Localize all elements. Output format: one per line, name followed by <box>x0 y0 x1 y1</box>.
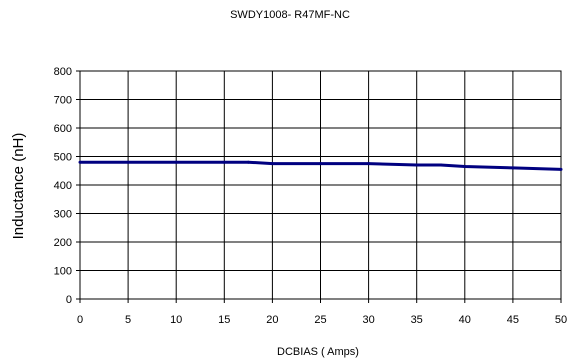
y-axis-ticks: 0 100 200 300 400 500 600 700 800 <box>54 66 80 306</box>
data-point <box>247 161 250 164</box>
y-tick-label: 100 <box>54 266 72 278</box>
x-tick-label: 45 <box>507 314 519 326</box>
data-point <box>415 164 418 167</box>
x-tick-label: 20 <box>266 314 278 326</box>
y-tick-label: 700 <box>54 95 72 107</box>
x-axis-ticks: 0 5 10 15 20 25 30 35 40 45 50 <box>77 299 567 326</box>
y-tick-label: 200 <box>54 237 72 249</box>
x-axis-label: DCBIAS ( Amps) <box>277 346 359 358</box>
x-tick-label: 0 <box>77 314 83 326</box>
data-point <box>271 162 274 165</box>
chart-title: SWDY1008- R47MF-NC <box>230 9 350 21</box>
x-tick-label: 50 <box>555 314 567 326</box>
x-tick-label: 10 <box>170 314 182 326</box>
data-point <box>367 162 370 165</box>
y-tick-label: 600 <box>54 123 72 135</box>
data-point <box>79 161 82 164</box>
data-point <box>463 165 466 168</box>
x-tick-label: 25 <box>314 314 326 326</box>
data-point <box>560 168 563 171</box>
data-point <box>223 161 226 164</box>
y-axis-label: Inductance (nH) <box>10 133 27 240</box>
x-tick-label: 30 <box>362 314 374 326</box>
data-point <box>319 162 322 165</box>
data-point <box>175 161 178 164</box>
data-point <box>127 161 130 164</box>
data-point <box>439 164 442 167</box>
y-tick-label: 500 <box>54 152 72 164</box>
y-tick-label: 400 <box>54 180 72 192</box>
x-tick-label: 40 <box>459 314 471 326</box>
y-tick-label: 0 <box>66 294 72 306</box>
x-tick-label: 15 <box>218 314 230 326</box>
y-tick-label: 800 <box>54 66 72 78</box>
y-tick-label: 300 <box>54 209 72 221</box>
grid-lines <box>80 71 561 299</box>
x-tick-label: 5 <box>125 314 131 326</box>
data-point <box>511 166 514 169</box>
x-tick-label: 35 <box>411 314 423 326</box>
